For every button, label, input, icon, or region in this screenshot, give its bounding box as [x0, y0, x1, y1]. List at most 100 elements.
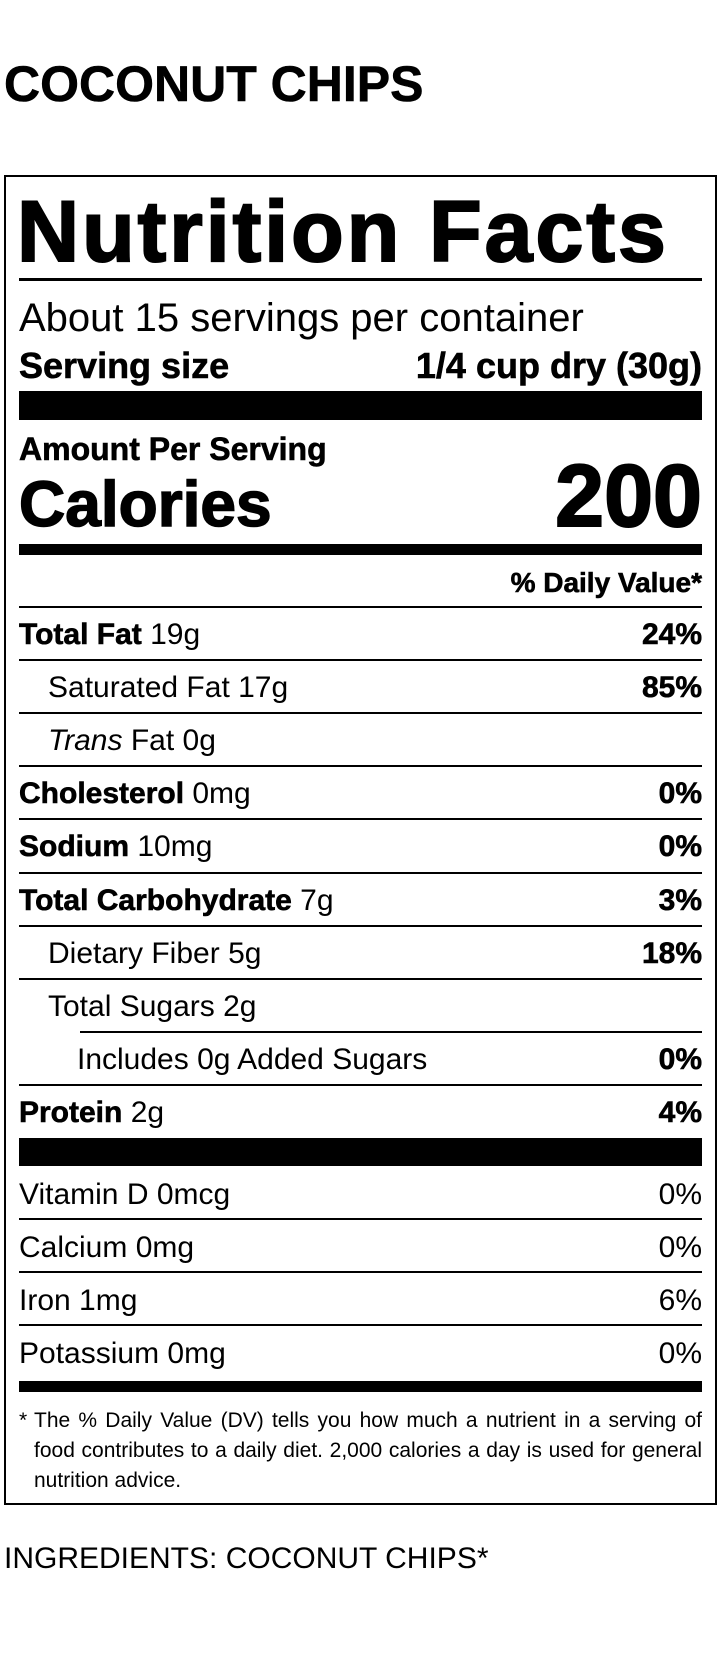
rule — [19, 871, 702, 874]
daily-value: 6% — [658, 1284, 702, 1318]
nutrient: Vitamin D 0mcg — [19, 1180, 230, 1214]
nutrient-name: Cholesterol — [19, 777, 185, 811]
nutrient-name: Total Carbohydrate — [19, 883, 292, 917]
label-heading: Nutrition Facts — [16, 184, 669, 280]
product-title: COCONUT CHIPS — [4, 56, 424, 112]
rule — [19, 1083, 702, 1086]
footnote: The % Daily Value (DV) tells you how muc… — [34, 1409, 702, 1492]
nutrient-name-italic: Trans — [48, 724, 123, 758]
daily-value: 18% — [641, 936, 703, 970]
nutrient-amount: 2g — [130, 1095, 165, 1129]
rule — [19, 1271, 702, 1274]
nutrient: Includes 0g Added Sugars — [19, 1042, 428, 1079]
nutrient-name: Potassium — [19, 1337, 160, 1371]
thick-bar — [19, 1138, 702, 1166]
nutrient-amount: 19g — [150, 618, 201, 651]
nutrient-name: Iron — [19, 1284, 71, 1318]
nutrient-name: Includes 0g Added Sugars — [77, 1042, 428, 1076]
rule — [80, 1030, 702, 1033]
nutrient-row: Total Sugars 2g — [19, 989, 702, 1026]
footnote-marker: * — [19, 1409, 28, 1432]
serving-size-value: 1/4 cup dry (30g) — [415, 345, 703, 386]
serving-size-label: Serving size — [19, 345, 230, 386]
nutrient: Protein 2g — [19, 1095, 165, 1132]
daily-value: 0% — [658, 830, 702, 864]
nutrient-amount: 10mg — [137, 830, 213, 864]
nutrient-row: Cholesterol 0mg 0% — [19, 777, 703, 813]
nutrient: Trans Fat 0g — [19, 726, 216, 760]
rule — [19, 1324, 702, 1327]
rule — [19, 765, 702, 768]
nutrient-amount: 0mcg — [156, 1178, 231, 1211]
rule — [19, 606, 702, 608]
nutrient-row: Calcium 0mg 0% — [19, 1233, 702, 1267]
nutrient-amount: 0g — [182, 724, 216, 758]
nutrient-row: Protein 2g 4% — [19, 1095, 703, 1132]
rule — [19, 659, 702, 662]
nutrient-row: Sodium 10mg 0% — [19, 830, 703, 866]
nutrition-label — [4, 175, 717, 1505]
nutrient-name: Vitamin D — [19, 1178, 149, 1211]
daily-value: 0% — [658, 1178, 702, 1211]
daily-value: 3% — [658, 883, 702, 917]
nutrient-name: Protein — [19, 1095, 123, 1129]
calories-value: 200 — [554, 446, 703, 545]
nutrient-row: Trans Fat 0g — [19, 726, 702, 760]
nutrient: Iron 1mg — [19, 1286, 137, 1320]
nutrient: Total Carbohydrate 7g — [19, 883, 334, 920]
amount-per-serving: Amount Per Serving — [19, 431, 327, 467]
nutrient-row: Iron 1mg 6% — [19, 1286, 702, 1320]
nutrient-name: Total Sugars — [48, 989, 215, 1023]
daily-value: 85% — [641, 671, 703, 705]
nutrient-amount: 2g — [223, 989, 257, 1023]
nutrient-name: Dietary Fiber — [48, 936, 220, 970]
daily-value-header: % Daily Value* — [510, 567, 702, 598]
daily-value: 24% — [641, 618, 703, 651]
rule — [19, 977, 702, 980]
nutrient-row: Total Carbohydrate 7g 3% — [19, 883, 703, 920]
medium-bar — [19, 544, 702, 555]
nutrient: Calcium 0mg — [19, 1233, 194, 1267]
nutrient: Total Fat 19g — [19, 618, 201, 654]
nutrient-name: Saturated Fat — [48, 671, 230, 705]
nutrient-name: Calcium — [19, 1231, 128, 1265]
daily-value: 0% — [658, 1042, 702, 1076]
rule — [19, 924, 702, 927]
thick-bar — [19, 391, 702, 420]
daily-value: 0% — [658, 1337, 702, 1371]
nutrient-amount: 7g — [300, 883, 334, 917]
ingredients: INGREDIENTS: COCONUT CHIPS* — [4, 1542, 489, 1575]
nutrient-amount: 17g — [238, 671, 289, 705]
nutrient-amount: 0mg — [192, 777, 251, 811]
nutrient-name: Sodium — [19, 830, 130, 864]
nutrient: Cholesterol 0mg — [19, 777, 251, 813]
nutrient-name: Total Fat — [19, 618, 142, 651]
medium-bar — [19, 1381, 702, 1392]
rule — [19, 712, 702, 715]
nutrient-amount: 0mg — [167, 1337, 226, 1371]
nutrient-amount: 5g — [228, 936, 262, 970]
nutrient: Potassium 0mg — [19, 1339, 226, 1373]
rule — [19, 278, 702, 281]
nutrient-row: Dietary Fiber 5g 18% — [19, 936, 703, 973]
servings: About 15 servings per container — [19, 296, 584, 340]
rule — [19, 818, 702, 821]
nutrient-row: Total Fat 19g 24% — [19, 618, 703, 654]
nutrient-row: Saturated Fat 17g 85% — [19, 671, 703, 707]
nutrient-name: Fat — [130, 724, 175, 758]
nutrient: Total Sugars 2g — [19, 989, 257, 1026]
nutrient-row: Vitamin D 0mcg 0% — [19, 1180, 702, 1214]
daily-value: 0% — [658, 777, 702, 811]
calories-label: Calories — [18, 468, 272, 540]
daily-value: 0% — [658, 1231, 702, 1265]
nutrient: Saturated Fat 17g — [19, 673, 288, 707]
nutrient-amount: 0mg — [135, 1231, 195, 1265]
nutrient: Sodium 10mg — [19, 830, 213, 866]
rule — [19, 1218, 702, 1221]
nutrient-row: Potassium 0mg 0% — [19, 1339, 702, 1373]
nutrient: Dietary Fiber 5g — [19, 936, 262, 973]
daily-value: 4% — [658, 1095, 702, 1129]
nutrient-row: Includes 0g Added Sugars 0% — [19, 1042, 702, 1079]
nutrient-amount: 1mg — [79, 1284, 138, 1318]
